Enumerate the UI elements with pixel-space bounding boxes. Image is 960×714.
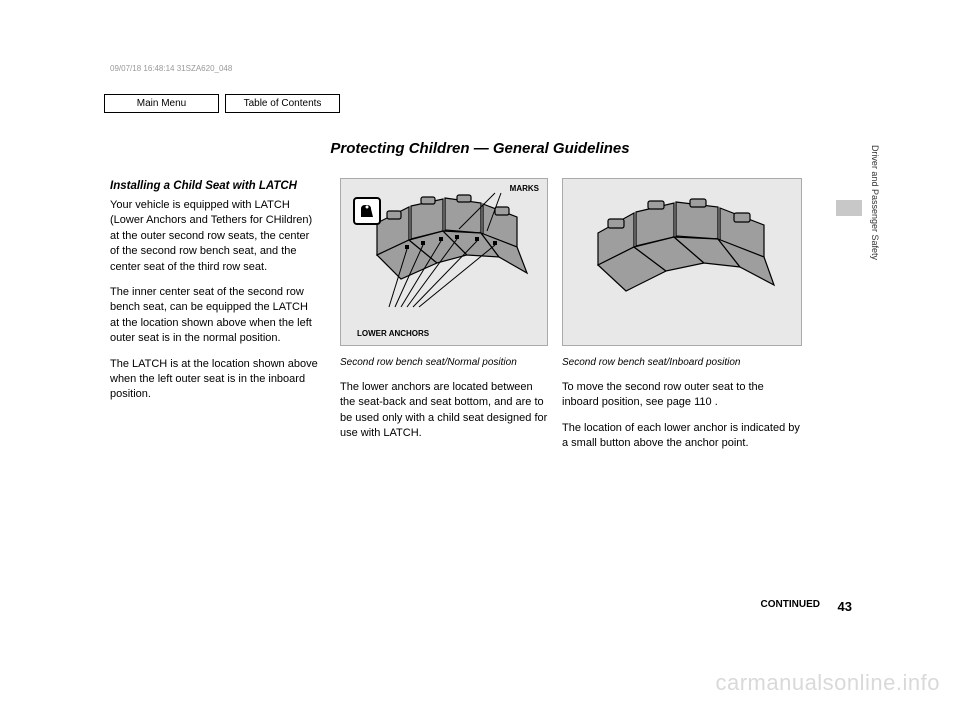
page-number: 43 — [838, 599, 852, 614]
column-2: MARKS — [340, 178, 548, 452]
subhead-latch: Installing a Child Seat with LATCH — [110, 178, 320, 194]
col3-para1: To move the second row outer seat to the… — [562, 380, 802, 411]
fig2-subtitle: Second row bench seat/Inboard position — [562, 356, 802, 370]
nav-bar: Main Menu Table of Contents — [104, 94, 340, 113]
col1-para3: The LATCH is at the location shown above… — [110, 357, 320, 403]
date-stamp: 09/07/18 16:48:14 31SZA620_048 — [110, 64, 232, 73]
continued-label: CONTINUED — [761, 599, 820, 610]
figure-label-marks: MARKS — [510, 183, 539, 194]
seat-diagram-inboard — [572, 185, 792, 335]
watermark: carmanualsonline.info — [715, 670, 940, 696]
column-1: Installing a Child Seat with LATCH Your … — [110, 178, 320, 413]
col1-para1: Your vehicle is equipped with LATCH (Low… — [110, 198, 320, 275]
column-3: Second row bench seat/Inboard position T… — [562, 178, 802, 462]
figure-inboard-position — [562, 178, 802, 346]
figure-normal-position: MARKS — [340, 178, 548, 346]
child-seat-icon — [353, 197, 381, 225]
col3-para2: The location of each lower anchor is ind… — [562, 421, 802, 452]
main-menu-button[interactable]: Main Menu — [104, 94, 219, 113]
page-title: Protecting Children — General Guidelines — [0, 140, 960, 157]
col2-para1: The lower anchors are located between th… — [340, 380, 548, 442]
col1-para2: The inner center seat of the second row … — [110, 285, 320, 347]
section-label: Driver and Passenger Safety — [870, 145, 880, 260]
toc-button[interactable]: Table of Contents — [225, 94, 340, 113]
section-tab — [836, 200, 862, 216]
fig1-subtitle: Second row bench seat/Normal position — [340, 356, 548, 370]
figure-label-anchors: LOWER ANCHORS — [357, 328, 429, 339]
